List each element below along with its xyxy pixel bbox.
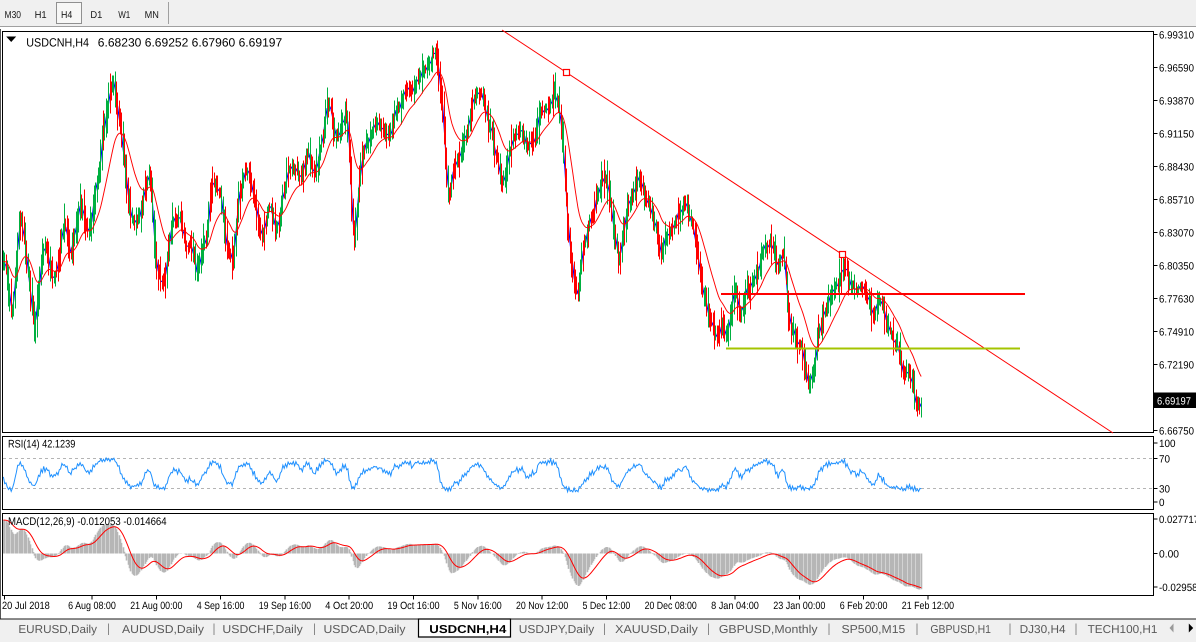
svg-text:USDJPY,Daily: USDJPY,Daily [519, 624, 595, 636]
svg-text:D1: D1 [90, 10, 102, 21]
svg-text:5 Dec 12:00: 5 Dec 12:00 [583, 600, 631, 612]
svg-text:23 Jan 00:00: 23 Jan 00:00 [773, 600, 825, 612]
svg-text:19 Sep 16:00: 19 Sep 16:00 [259, 600, 311, 612]
svg-text:0.027717: 0.027717 [1159, 514, 1196, 526]
svg-text:0: 0 [1159, 497, 1165, 509]
svg-text:DJ30,H4: DJ30,H4 [1020, 624, 1067, 636]
svg-text:6.91150: 6.91150 [1159, 128, 1194, 140]
svg-text:USDCAD,Daily: USDCAD,Daily [324, 624, 406, 636]
svg-text:USDCNH,H4: USDCNH,H4 [26, 35, 89, 49]
svg-text:W1: W1 [118, 10, 130, 21]
svg-text:30: 30 [1159, 483, 1170, 495]
svg-text:21 Aug 00:00: 21 Aug 00:00 [130, 600, 182, 612]
svg-text:RSI(14) 42.1239: RSI(14) 42.1239 [8, 439, 75, 451]
svg-text:6.85710: 6.85710 [1159, 194, 1194, 206]
svg-text:6.74910: 6.74910 [1159, 326, 1194, 338]
svg-text:100: 100 [1159, 438, 1176, 450]
svg-text:6.93870: 6.93870 [1159, 95, 1194, 107]
svg-text:21 Feb 12:00: 21 Feb 12:00 [902, 600, 954, 612]
svg-text:AUDUSD,Daily: AUDUSD,Daily [122, 624, 204, 636]
svg-text:6 Feb 20:00: 6 Feb 20:00 [840, 600, 888, 612]
svg-text:8 Jan 04:00: 8 Jan 04:00 [711, 600, 759, 612]
svg-text:4 Oct 20:00: 4 Oct 20:00 [325, 600, 373, 612]
svg-text:MACD(12,26,9) -0.012053 -0.014: MACD(12,26,9) -0.012053 -0.014664 [8, 516, 167, 528]
svg-text:TECH100,H1: TECH100,H1 [1088, 624, 1158, 636]
svg-text:0.00: 0.00 [1159, 548, 1179, 560]
svg-text:GBPUSD,Monthly: GBPUSD,Monthly [719, 624, 818, 636]
svg-text:6.83070: 6.83070 [1159, 227, 1194, 239]
svg-text:6.99310: 6.99310 [1159, 29, 1194, 41]
svg-text:70: 70 [1159, 453, 1170, 465]
svg-text:MN: MN [145, 10, 159, 21]
svg-text:EURUSD,Daily: EURUSD,Daily [18, 624, 97, 636]
svg-text:20 Dec 08:00: 20 Dec 08:00 [645, 600, 697, 612]
svg-text:6.66750: 6.66750 [1159, 425, 1194, 437]
svg-text:6.69197: 6.69197 [1157, 395, 1191, 407]
svg-text:6.88430: 6.88430 [1159, 161, 1194, 173]
svg-text:4 Sep 16:00: 4 Sep 16:00 [197, 600, 245, 612]
svg-text:SP500,M15: SP500,M15 [842, 624, 906, 636]
svg-text:H4: H4 [61, 10, 73, 21]
svg-text:6.72190: 6.72190 [1159, 359, 1194, 371]
svg-text:6.80350: 6.80350 [1159, 260, 1194, 272]
svg-text:6.77630: 6.77630 [1159, 293, 1194, 305]
svg-text:XAUUSD,Daily: XAUUSD,Daily [615, 624, 698, 636]
svg-text:USDCHF,Daily: USDCHF,Daily [222, 624, 303, 636]
svg-text:6 Aug 08:00: 6 Aug 08:00 [68, 600, 116, 612]
svg-text:20 Jul 2018: 20 Jul 2018 [2, 600, 50, 612]
svg-text:GBPUSD,H1: GBPUSD,H1 [930, 624, 991, 636]
svg-text:6.96590: 6.96590 [1159, 62, 1194, 74]
svg-text:6.68230 6.69252 6.67960 6.6919: 6.68230 6.69252 6.67960 6.69197 [98, 35, 283, 49]
svg-text:20 Nov 12:00: 20 Nov 12:00 [516, 600, 568, 612]
svg-text:H1: H1 [35, 10, 48, 21]
svg-text:USDCNH,H4: USDCNH,H4 [429, 624, 507, 636]
svg-text:19 Oct 16:00: 19 Oct 16:00 [387, 600, 439, 612]
svg-text:5 Nov 16:00: 5 Nov 16:00 [454, 600, 502, 612]
svg-text:M30: M30 [5, 10, 22, 21]
